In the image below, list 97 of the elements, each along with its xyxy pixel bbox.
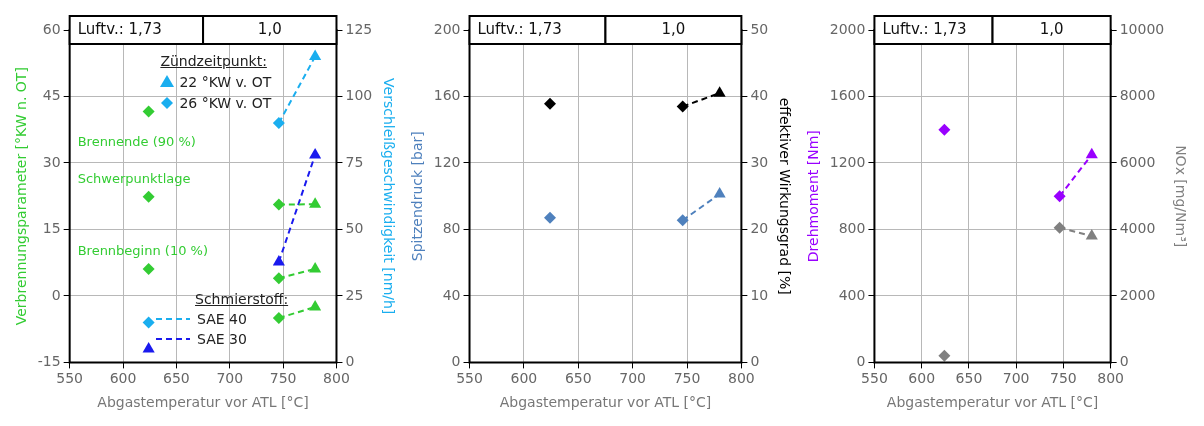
x-tick-label: 550 [56, 370, 84, 387]
y-tick-label: 800 [838, 220, 866, 237]
x-tick-label: 650 [564, 370, 592, 387]
band-label: Luftv.: 1,73 [882, 19, 967, 38]
y-tick-label: 200 [433, 20, 461, 37]
point [1053, 221, 1066, 234]
y2-axis-title: NOx [mg/Nm³] [1172, 145, 1189, 248]
y2-tick-label: 6000 [1119, 153, 1156, 170]
y2-tick-label: 25 [345, 286, 364, 303]
x-tick-label: 650 [955, 370, 983, 387]
point [272, 254, 285, 266]
x-tick-label: 700 [619, 370, 647, 387]
point [309, 197, 322, 208]
annotation: Schwerpunktlage [77, 170, 191, 189]
point [272, 272, 285, 285]
x-tick-label: 800 [728, 370, 755, 387]
point [142, 105, 155, 118]
y2-tick-label: 125 [345, 20, 373, 37]
y-tick-label: 0 [51, 286, 61, 303]
y2-tick-label: 50 [750, 20, 769, 37]
point [272, 312, 285, 325]
x-tick-label: 600 [109, 370, 137, 387]
x-tick-label: 700 [1002, 370, 1030, 387]
y2-tick-label: 100 [345, 87, 373, 104]
annotation: Zündzeitpunkt: [160, 52, 268, 70]
x-tick-label: 750 [269, 370, 297, 387]
point [938, 349, 951, 362]
band-label: 1,0 [661, 19, 686, 38]
x-tick-label: 800 [323, 370, 350, 387]
y-axis-title: Verbrennungsparameter [°KW n. OT] [13, 67, 30, 326]
point [309, 49, 322, 61]
y2-axis-title: Verschleißgeschwindigkeit [nm/h] [380, 78, 397, 315]
y-axis-title: Drehmoment [Nm] [805, 130, 822, 263]
x-axis-title: Abgastemperatur vor ATL [°C] [499, 394, 712, 411]
y2-tick-label: 0 [1119, 353, 1129, 370]
y-tick-label: 80 [442, 220, 461, 237]
x-axis-title: Abgastemperatur vor ATL [°C] [886, 394, 1099, 411]
point [1085, 147, 1098, 159]
y2-tick-label: 2000 [1119, 286, 1156, 303]
y-tick-label: 45 [42, 87, 61, 104]
y2-tick-label: 75 [345, 153, 364, 170]
y2-tick-label: 0 [345, 353, 355, 370]
point [309, 261, 322, 273]
y-tick-label: 30 [42, 153, 61, 170]
point [142, 190, 155, 203]
y2-tick-label: 10000 [1119, 20, 1165, 37]
legend-label: SAE 40 [197, 310, 247, 329]
y2-axis-title: effektiver Wirkungsgrad [%] [776, 97, 793, 295]
point [1053, 190, 1066, 203]
x-axis-title: Abgastemperatur vor ATL [°C] [97, 394, 309, 411]
y2-tick-label: 10 [750, 286, 769, 303]
y2-tick-label: 30 [750, 153, 769, 170]
y-axis-title: Spitzendruck [bar] [409, 131, 426, 262]
x-tick-label: 600 [908, 370, 936, 387]
annotation: Schmierstoff: [195, 290, 289, 309]
point [142, 342, 155, 353]
point [1085, 229, 1098, 240]
point [272, 198, 285, 211]
annotation: Brennende (90 %) [77, 132, 196, 151]
band-label: 1,0 [257, 19, 282, 38]
y2-tick-label: 8000 [1119, 87, 1156, 104]
legend-label: SAE 30 [197, 330, 247, 349]
x-tick-label: 750 [673, 370, 701, 387]
y2-tick-label: 0 [750, 353, 760, 370]
band-label: Luftv.: 1,73 [77, 19, 162, 38]
annotation: Brennbeginn (10 %) [77, 241, 209, 260]
y-tick-label: 15 [42, 220, 61, 237]
y-tick-label: 1600 [829, 87, 866, 104]
point [142, 262, 155, 275]
x-tick-label: 600 [510, 370, 538, 387]
y-tick-label: 0 [856, 353, 866, 370]
y2-tick-label: 50 [345, 220, 364, 237]
y2-tick-label: 20 [750, 220, 769, 237]
legend-label: 22 °KW v. OT [179, 73, 272, 91]
x-tick-label: 800 [1097, 370, 1125, 387]
y-tick-label: 1200 [829, 153, 866, 170]
y2-tick-label: 4000 [1119, 220, 1156, 237]
y-tick-label: 400 [838, 286, 866, 303]
y-tick-label: 2000 [829, 20, 866, 37]
x-tick-label: 750 [1050, 370, 1077, 387]
band-label: Luftv.: 1,73 [477, 19, 562, 38]
y-tick-label: -15 [37, 353, 61, 370]
point [142, 316, 155, 329]
y-tick-label: 160 [433, 87, 461, 104]
y2-tick-label: 40 [750, 87, 769, 104]
point [938, 123, 951, 136]
y-tick-label: 0 [451, 353, 461, 370]
legend-label: 26 °KW v. OT [179, 94, 272, 112]
x-tick-label: 650 [163, 370, 190, 387]
y-tick-label: 40 [442, 286, 461, 303]
y-tick-label: 120 [433, 153, 461, 170]
x-tick-label: 700 [216, 370, 244, 387]
band-label: 1,0 [1039, 19, 1064, 38]
x-tick-label: 550 [861, 370, 888, 387]
y-tick-label: 60 [42, 20, 61, 37]
point [309, 300, 322, 311]
x-tick-label: 550 [456, 370, 483, 387]
